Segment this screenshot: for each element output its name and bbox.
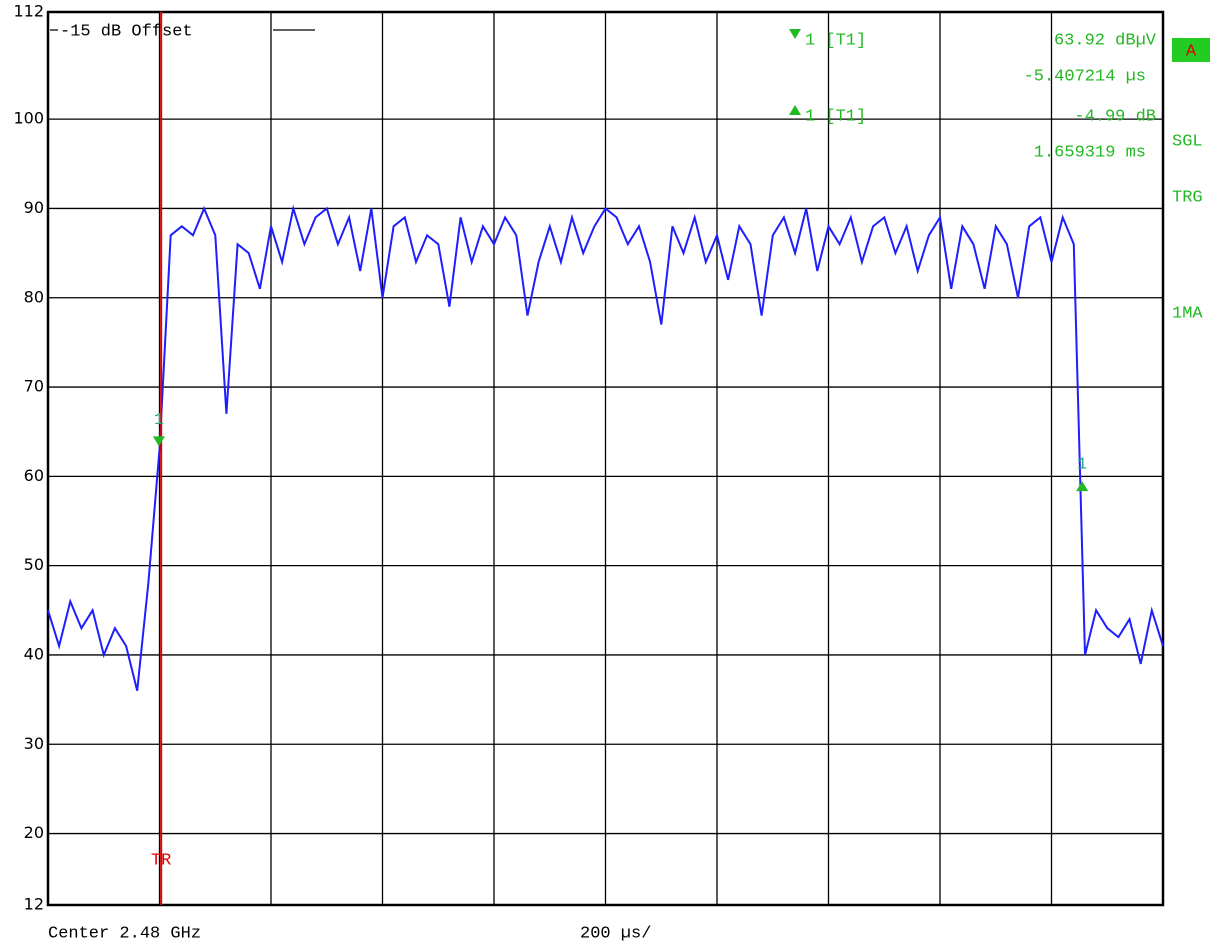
marker-readout: 63.92 dBµV [1054,31,1157,50]
marker-time: -5.407214 µs [1024,67,1146,86]
trigger-label: TR [151,851,171,870]
marker-time: 1.659319 ms [1034,143,1146,162]
center-frequency: Center 2.48 GHz [48,924,201,943]
y-tick-label: 30 [24,734,44,753]
y-tick-label: 60 [24,466,44,485]
y-tick-label: 70 [24,377,44,396]
trace-badge [1172,38,1210,62]
y-tick-label: 112 [13,2,44,21]
marker-tag: 1 [154,411,164,430]
trace-label: A [1186,42,1197,61]
sweep-span: 200 µs/ [580,924,651,943]
marker [152,436,165,447]
marker-label: 1 [T1] [805,31,866,50]
display-line-label: -15 dB Offset [60,22,193,41]
detector: 1MA [1172,304,1203,323]
display-line-label-bg [58,20,273,40]
sweep-mode: SGL [1172,132,1203,151]
trigger-mode: TRG [1172,188,1203,207]
y-tick-label: 12 [24,895,44,914]
y-tick-label: 100 [13,109,44,128]
marker-readout: -4.99 dB [1074,107,1156,126]
marker-tag: 1 [1077,456,1087,475]
marker-symbol [789,105,801,115]
y-tick-label: 80 [24,287,44,306]
y-tick-label: 20 [24,823,44,842]
marker [1076,481,1089,492]
y-tick-label: 90 [24,198,44,217]
y-tick-label: 40 [24,644,44,663]
marker-label: 1 [T1] [805,107,866,126]
marker-symbol [789,29,801,39]
y-tick-label: 50 [24,555,44,574]
trace [47,204,1164,691]
